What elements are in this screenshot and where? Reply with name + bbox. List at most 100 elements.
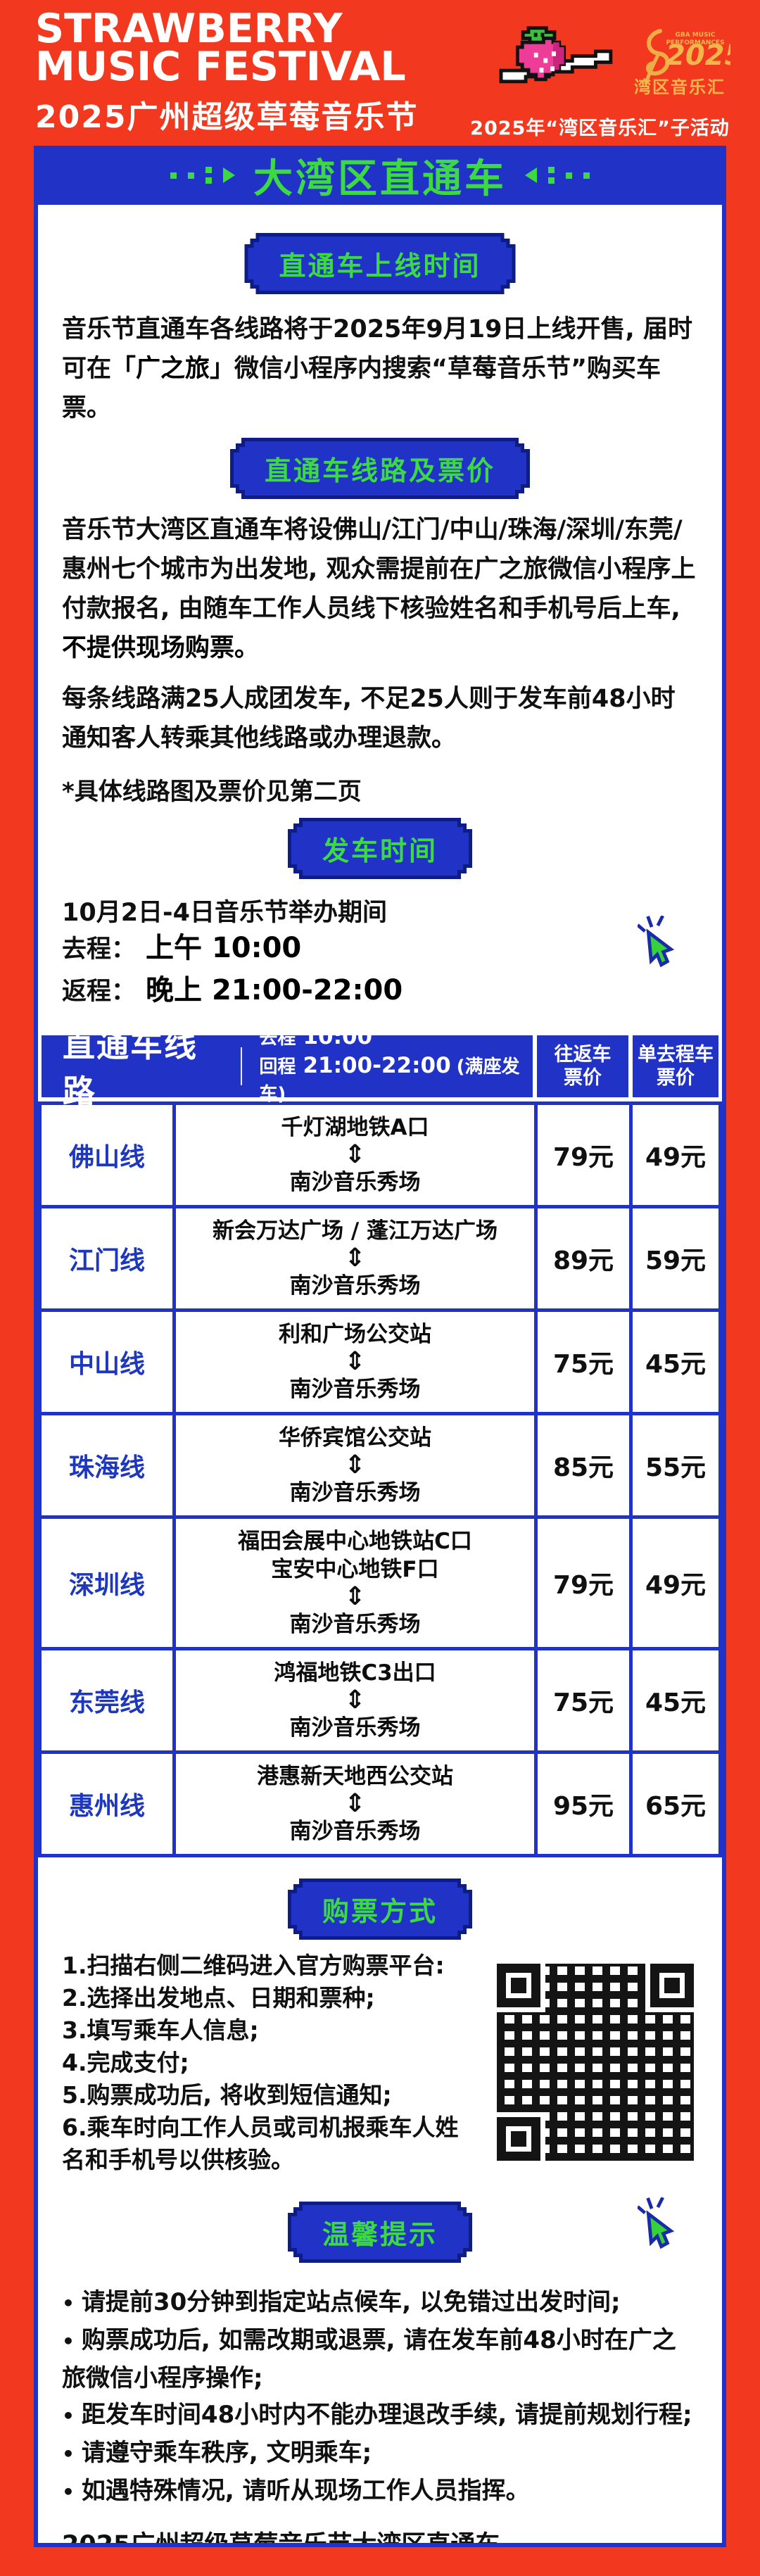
departure-time-button[interactable]: 发车时间	[291, 821, 469, 876]
return-time: 晚上 21:00-22:00	[146, 974, 403, 1006]
online-time-button[interactable]: 直通车上线时间	[248, 236, 512, 291]
tip-item: 距发车时间48小时内不能办理退改手续, 请提前规划行程;	[62, 2397, 698, 2435]
both-ways-arrow-icon: ⇕	[344, 1451, 366, 1479]
group-departure-note: 每条线路满25人成团发车, 不足25人则于发车前48小时通知客人转乘其他线路或办…	[62, 685, 676, 752]
logo-name: 湾区音乐汇	[634, 77, 726, 97]
tip-item: 请提前30分钟到指定站点候车, 以免错过出发时间;	[62, 2284, 698, 2322]
tip-item: 如遇特殊情况, 请听从现场工作人员指挥。	[62, 2473, 698, 2511]
route-name: 江门线	[42, 1208, 172, 1308]
purchase-step: 2.选择出发地点、日期和票种;	[62, 1984, 375, 2012]
pixel-strawberry-icon	[499, 26, 613, 84]
pixel-cursor-icon	[638, 916, 675, 968]
route-price-section-header: 直通车线路及票价	[38, 438, 722, 499]
banner-deco-left-icon	[170, 167, 235, 184]
col-oneway-header: 单去程车 票价	[633, 1035, 718, 1097]
footer-title: 2025广州超级草莓音乐节大湾区直通车	[62, 2531, 500, 2547]
table-times: 去程 10:00 回程 21:00-22:00 (满座发车)	[259, 1024, 533, 1109]
festival-title-cn: 2025广州超级草莓音乐节	[35, 99, 419, 135]
depart-label: 去程	[259, 1027, 296, 1049]
station-dest: 南沙音乐秀场	[289, 1273, 421, 1299]
table-title: 直通车线路	[63, 1026, 198, 1111]
route-price-paragraph: 音乐节大湾区直通车将设佛山/江门/中山/珠海/深圳/东莞/惠州七个城市为出发地,…	[38, 510, 722, 668]
purchase-block: 1.扫描右侧二维码进入官方购票平台: 2.选择出发地点、日期和票种; 3.填写乘…	[38, 1950, 722, 2176]
route-stations: 千灯湖地铁A口 ⇕ 南沙音乐秀场	[176, 1105, 534, 1205]
logo-small-2: PERFORMANCES	[666, 39, 724, 46]
both-ways-arrow-icon: ⇕	[344, 1789, 366, 1818]
roundtrip-price: 75元	[538, 1650, 629, 1750]
oneway-price: 55元	[633, 1415, 718, 1515]
full-departure-note: (满座发车)	[259, 1056, 520, 1105]
depart-value: 10:00	[303, 1023, 373, 1049]
route-table-body: 佛山线 千灯湖地铁A口 ⇕ 南沙音乐秀场 79元 49元 江门线 新会万达广场 / …	[38, 1101, 722, 1857]
oneway-price: 49元	[633, 1105, 718, 1205]
pixel-cursor-icon	[638, 2197, 675, 2249]
purchase-step: 5.购票成功后, 将收到短信通知;	[62, 2081, 392, 2109]
both-ways-arrow-icon: ⇕	[344, 1244, 366, 1273]
brand-name: 「广之旅」	[111, 355, 235, 383]
online-time-paragraph: 音乐节直通车各线路将于2025年9月19日上线开售, 届时可在「广之旅」微信小程…	[38, 310, 722, 428]
station-start: 新会万达广场 / 蓬江万达广场	[213, 1218, 498, 1244]
route-name: 深圳线	[42, 1519, 172, 1647]
purchase-steps: 1.扫描右侧二维码进入官方购票平台: 2.选择出发地点、日期和票种; 3.填写乘…	[62, 1950, 479, 2176]
oneway-price: 45元	[633, 1650, 718, 1750]
page-two-note: *具体线路图及票价见第二页	[62, 778, 362, 806]
station-start: 鸿福地铁C3出口	[274, 1660, 436, 1686]
route-name: 东莞线	[42, 1650, 172, 1750]
tips-button[interactable]: 温馨提示	[291, 2205, 469, 2259]
purchase-step: 1.扫描右侧二维码进入官方购票平台:	[62, 1952, 445, 1979]
banner-title: 大湾区直通车	[253, 156, 507, 202]
online-time-text-2: 微信小程序内搜索“草莓音乐节”购买车票。	[62, 355, 661, 422]
route-stations: 华侨宾馆公交站 ⇕ 南沙音乐秀场	[176, 1415, 534, 1515]
roundtrip-price: 85元	[538, 1415, 629, 1515]
qr-finder-icon	[497, 1964, 540, 2007]
no-onsite-ticket-text: 不提供现场购票。	[62, 634, 260, 662]
station-start: 华侨宾馆公交站	[279, 1425, 431, 1451]
both-ways-arrow-icon: ⇕	[344, 1582, 366, 1611]
go-label: 去程：	[62, 935, 137, 964]
oneway-price: 59元	[633, 1208, 718, 1308]
oneway-price: 49元	[633, 1519, 718, 1647]
qr-finder-icon	[497, 2117, 540, 2161]
departure-return-line: 返程： 晚上 21:00-22:00	[62, 972, 698, 1014]
station-start: 千灯湖地铁A口	[281, 1115, 429, 1140]
route-price-button[interactable]: 直通车线路及票价	[234, 441, 526, 495]
station-dest: 南沙音乐秀场	[289, 1480, 421, 1505]
online-time-section-header: 直通车上线时间	[38, 233, 722, 294]
roundtrip-price: 79元	[538, 1519, 629, 1647]
purchase-method-button[interactable]: 购票方式	[291, 1882, 469, 1936]
festival-title-en-line2: MUSIC FESTIVAL	[35, 44, 406, 90]
tip-item: 购票成功后, 如需改期或退票, 请在发车前48小时在广之旅微信小程序操作;	[62, 2322, 698, 2397]
route-stations: 福田会展中心地铁站C口 宝安中心地铁F口 ⇕ 南沙音乐秀场	[176, 1519, 534, 1647]
route-price-text: 音乐节大湾区直通车将设佛山/江门/中山/珠海/深圳/东莞/惠州七个城市为出发地,…	[62, 516, 696, 623]
main-card: 大湾区直通车 直通车上线时间 音乐节直通车各线路将于2025年9月19日上线开售…	[34, 146, 726, 2547]
route-stations: 鸿福地铁C3出口 ⇕ 南沙音乐秀场	[176, 1650, 534, 1750]
roundtrip-price: 75元	[538, 1312, 629, 1412]
departure-block: 10月2日-4日音乐节举办期间 去程： 上午 10:00 返程： 晚上 21:00-…	[38, 896, 722, 1014]
route-table: 直通车线路 去程 10:00 回程 21:00-22:00 (满座发车) 往返车 票价…	[38, 1024, 722, 1857]
route-stations: 港惠新天地西公交站 ⇕ 南沙音乐秀场	[176, 1754, 534, 1854]
route-table-header: 直通车线路 去程 10:00 回程 21:00-22:00 (满座发车) 往返车 票价…	[38, 1024, 722, 1111]
oneway-price: 65元	[633, 1754, 718, 1854]
return-value: 21:00-22:00	[303, 1052, 451, 1078]
banner: 大湾区直通车	[34, 146, 726, 205]
departure-go-line: 去程： 上午 10:00	[62, 930, 698, 972]
event-caption: 2025年“湾区音乐汇”子活动	[470, 118, 730, 139]
purchase-step: 4.完成支付;	[62, 2049, 189, 2076]
route-name: 中山线	[42, 1312, 172, 1412]
both-ways-arrow-icon: ⇕	[344, 1140, 366, 1169]
qr-code[interactable]	[493, 1959, 698, 2165]
route-stations: 新会万达广场 / 蓬江万达广场 ⇕ 南沙音乐秀场	[176, 1208, 534, 1308]
station-dest: 南沙音乐秀场	[289, 1819, 421, 1844]
poster-header: STRAWBERRY MUSIC FESTIVAL 2025广州超级草莓音乐节 …	[0, 0, 760, 146]
station-dest: 南沙音乐秀场	[289, 1612, 421, 1637]
route-name: 珠海线	[42, 1415, 172, 1515]
purchase-step: 6.乘车时向工作人员或司机报乘车人姓名和手机号以供核验。	[62, 2114, 459, 2173]
festival-period: 10月2日-4日音乐节举办期间	[62, 899, 387, 927]
online-time-text: 音乐节直通车各线路将于2025年9月19日上线开售, 届时可在	[62, 315, 692, 383]
both-ways-arrow-icon: ⇕	[344, 1347, 366, 1376]
purchase-step: 3.填写乘车人信息;	[62, 2016, 259, 2044]
station-start: 港惠新天地西公交站	[257, 1764, 453, 1789]
station-dest: 南沙音乐秀场	[289, 1170, 421, 1195]
route-name: 佛山线	[42, 1105, 172, 1205]
